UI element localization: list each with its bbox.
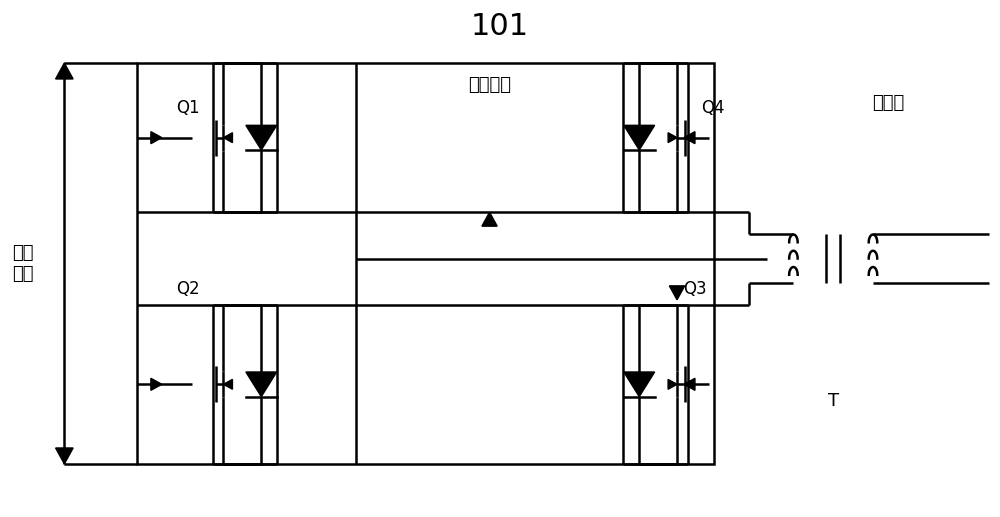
Polygon shape: [246, 125, 277, 150]
Polygon shape: [223, 379, 232, 389]
Polygon shape: [624, 125, 655, 150]
Bar: [137, 63, 714, 464]
Text: Q1: Q1: [176, 99, 199, 117]
Polygon shape: [56, 63, 73, 79]
Polygon shape: [56, 448, 73, 464]
Polygon shape: [246, 372, 277, 397]
Text: 全桥电路: 全桥电路: [469, 76, 512, 94]
Text: T: T: [828, 392, 839, 410]
Text: Q3: Q3: [683, 280, 707, 298]
Polygon shape: [668, 133, 677, 143]
Text: 直流
电压: 直流 电压: [12, 244, 33, 283]
Polygon shape: [482, 212, 497, 226]
Polygon shape: [151, 378, 162, 390]
Polygon shape: [223, 133, 232, 143]
Text: Q4: Q4: [701, 99, 725, 117]
Text: Q2: Q2: [176, 280, 199, 298]
Polygon shape: [684, 378, 695, 390]
Polygon shape: [669, 286, 685, 300]
Polygon shape: [624, 372, 655, 397]
Polygon shape: [668, 379, 677, 389]
Text: 变压器: 变压器: [872, 94, 904, 112]
Polygon shape: [684, 132, 695, 144]
Polygon shape: [151, 132, 162, 144]
Text: 101: 101: [471, 12, 529, 41]
